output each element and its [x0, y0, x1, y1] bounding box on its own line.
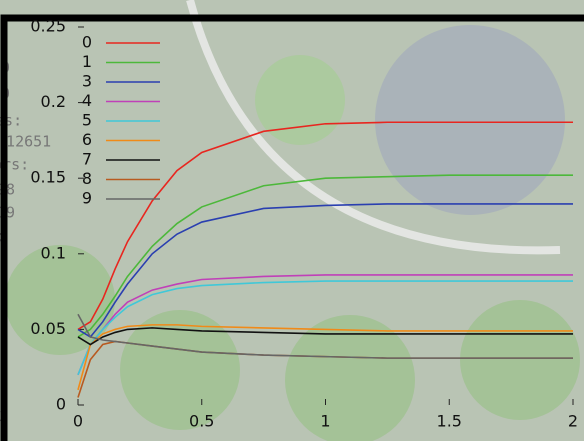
series-line [77, 174, 573, 338]
blob [5, 245, 115, 355]
legend-label: 3 [82, 72, 92, 91]
x-tick-label: 0.5 [189, 412, 214, 431]
legend-label: 4 [82, 91, 92, 110]
series-line [77, 324, 573, 391]
frame [0, 14, 584, 441]
series-line [77, 327, 573, 346]
legend-label: 9 [82, 189, 92, 208]
legend-label: 5 [82, 111, 92, 130]
legend-label: 7 [82, 150, 92, 169]
background-fragment: 3.12651 [0, 133, 51, 151]
y-tick-label: 0 [56, 395, 66, 414]
y-tick-label: 0.25 [30, 17, 66, 36]
x-tick-label: 1 [320, 412, 330, 431]
blob [375, 25, 565, 215]
y-tick-label: 0.1 [41, 243, 66, 262]
x-tick-label: 2 [568, 412, 578, 431]
series-line [77, 121, 573, 331]
series-line [77, 203, 573, 339]
glass-arc [186, 0, 561, 255]
legend-label: 8 [82, 169, 92, 188]
blob [255, 55, 345, 145]
legend-label: 6 [82, 130, 92, 149]
y-tick-label: 0.2 [41, 92, 66, 111]
x-tick-label: 0 [73, 412, 83, 431]
blob [120, 310, 240, 430]
legend-label: 0 [82, 33, 92, 52]
blob [285, 315, 415, 441]
legend-label: 1 [82, 52, 92, 71]
x-tick-label: 1.5 [437, 412, 462, 431]
series-line [77, 313, 573, 359]
y-tick-label: 0.05 [30, 319, 66, 338]
blob [460, 300, 580, 420]
y-tick-label: 0.15 [30, 168, 66, 187]
series-line [77, 280, 573, 376]
